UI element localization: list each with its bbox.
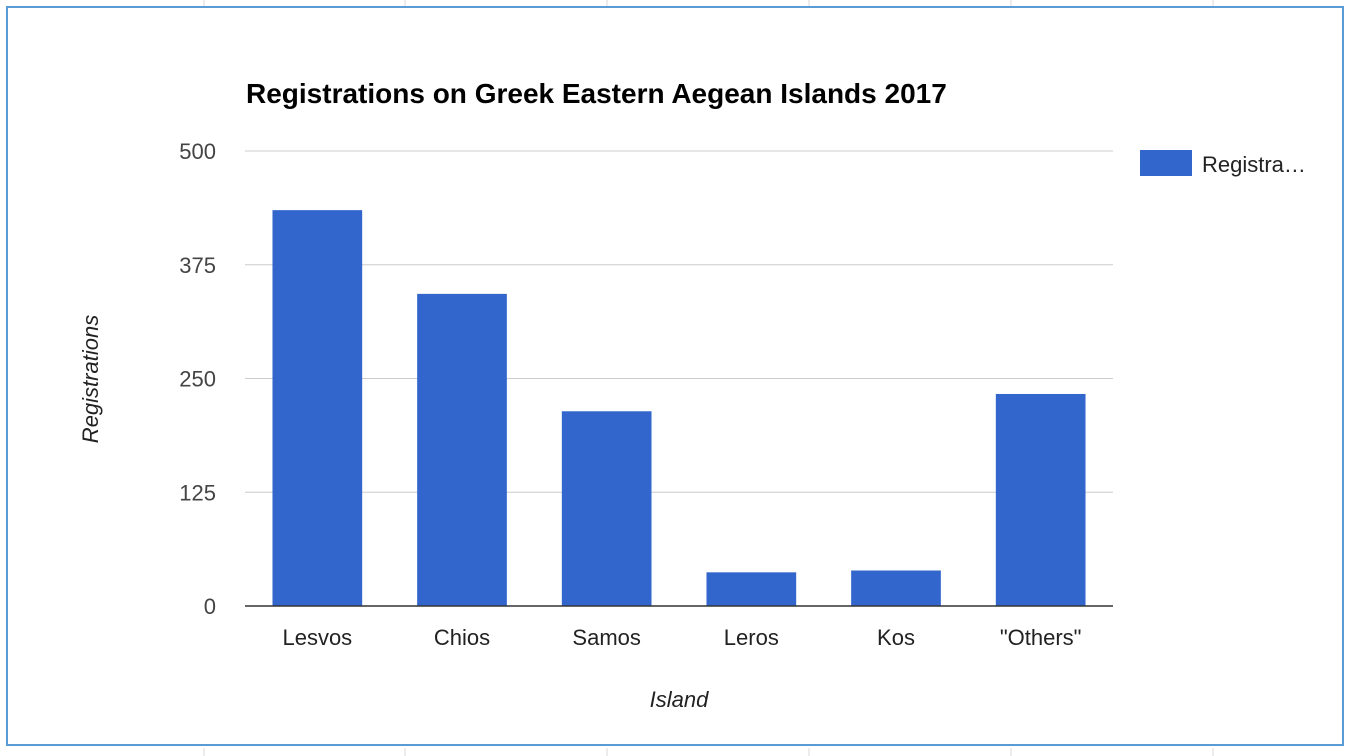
x-category-label: Leros [724, 625, 779, 650]
legend-swatch [1140, 150, 1192, 176]
y-tick-label: 250 [179, 367, 216, 392]
x-category-label: Kos [877, 625, 915, 650]
bars [272, 210, 1086, 606]
y-axis-title: Registrations [78, 315, 103, 443]
y-axis-ticks: 0 125 250 375 500 [179, 139, 216, 619]
x-category-label: Samos [572, 625, 640, 650]
chart-title: Registrations on Greek Eastern Aegean Is… [246, 78, 947, 109]
legend-label: Registra… [1202, 152, 1306, 177]
x-category-label: Chios [434, 625, 490, 650]
bar[interactable] [561, 411, 652, 606]
y-tick-label: 125 [179, 480, 216, 505]
chart-frame[interactable] [6, 6, 1344, 746]
bar[interactable] [851, 570, 941, 606]
x-axis-title: Island [650, 687, 709, 712]
legend[interactable]: Registra… [1140, 150, 1306, 177]
bar[interactable] [706, 572, 797, 606]
bar[interactable] [272, 210, 363, 606]
x-category-label: "Others" [1000, 625, 1082, 650]
gridlines [245, 150, 1113, 493]
x-axis-categories: Lesvos Chios Samos Leros Kos "Others" [282, 625, 1081, 650]
y-tick-label: 0 [204, 594, 216, 619]
bar[interactable] [995, 393, 1086, 606]
y-tick-label: 375 [179, 253, 216, 278]
y-tick-label: 500 [179, 139, 216, 164]
bar[interactable] [417, 293, 507, 606]
x-category-label: Lesvos [282, 625, 352, 650]
